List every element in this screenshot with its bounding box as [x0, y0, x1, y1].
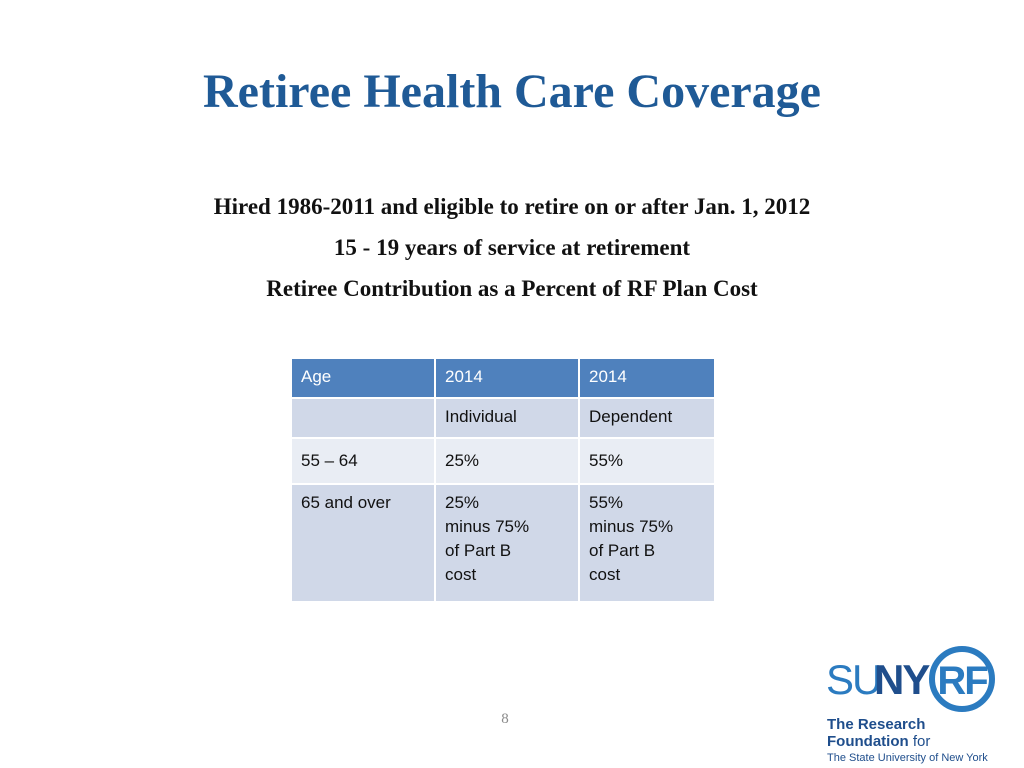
logo-rf-circle: [929, 646, 995, 712]
cell-line: of Part B: [445, 541, 512, 560]
header-2014-dependent: 2014: [578, 357, 716, 399]
logo-su-text: SU: [826, 656, 880, 703]
logo-line-3: The State University of New York: [827, 752, 988, 764]
cell-line: minus 75%: [445, 517, 530, 536]
subtitle-line-3: Retiree Contribution as a Percent of RF …: [266, 276, 758, 301]
cell-line: of Part B: [589, 541, 656, 560]
logo-line-2-rest: for: [909, 733, 931, 750]
table-cell: 55% minus 75% of Part B cost: [578, 483, 716, 603]
subtitle-block: Hired 1986-2011 and eligible to retire o…: [0, 186, 1024, 309]
cell-line: 25%: [445, 493, 480, 512]
suny-rf-logo: SU NY RF The Research Foundation for The…: [826, 646, 995, 764]
table-cell: 65 and over: [290, 483, 436, 603]
table-row: 65 and over 25% minus 75% of Part B cost…: [290, 483, 716, 603]
subtitle-line-2: 15 - 19 years of service at retirement: [333, 235, 691, 260]
table-cell: 55 – 64: [290, 437, 436, 485]
header-2014-individual: 2014: [434, 357, 580, 399]
logo-line-2-bold: Foundation: [827, 733, 909, 750]
table-row: Individual Dependent: [290, 397, 716, 439]
cell-line: cost: [445, 565, 477, 584]
table-cell: Individual: [434, 397, 580, 439]
subtitle-line-1: Hired 1986-2011 and eligible to retire o…: [213, 194, 811, 219]
table-row: 55 – 64 25% 55%: [290, 437, 716, 485]
slide-title: Retiree Health Care Coverage: [203, 65, 821, 118]
table-cell: [290, 397, 436, 439]
table-header-row: Age 2014 2014: [290, 357, 716, 399]
logo-line-1: The Research: [827, 716, 925, 733]
table-cell: 25%: [434, 437, 580, 485]
cell-line: minus 75%: [589, 517, 674, 536]
logo-ny-text: NY: [874, 656, 930, 703]
logo-rf-text: RF: [937, 659, 987, 703]
table-cell: Dependent: [578, 397, 716, 439]
coverage-table: Age 2014 2014 Individual Dependent 55 – …: [290, 357, 716, 603]
table-cell: 55%: [578, 437, 716, 485]
logo-line-2: Foundation for: [827, 733, 930, 750]
page-number: 8: [501, 711, 509, 727]
header-age: Age: [290, 357, 436, 399]
cell-line: cost: [589, 565, 621, 584]
table-cell: 25% minus 75% of Part B cost: [434, 483, 580, 603]
cell-line: 55%: [589, 493, 624, 512]
